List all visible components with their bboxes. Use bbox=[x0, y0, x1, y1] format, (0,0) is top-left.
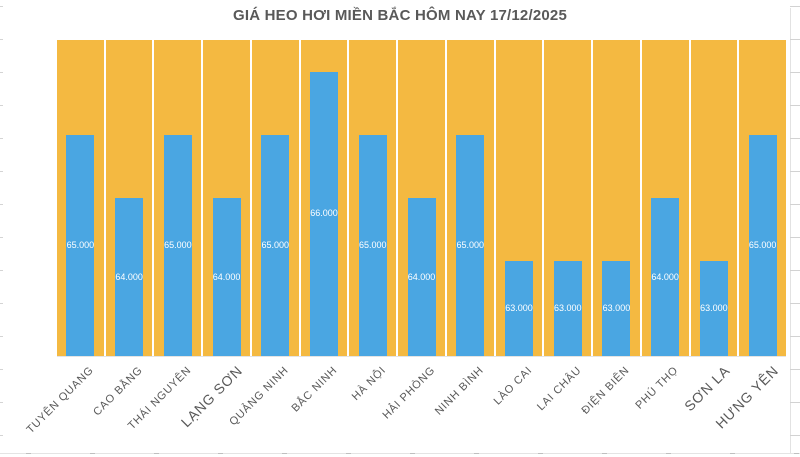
x-axis-label: PHÚ THỌ bbox=[633, 364, 681, 412]
bar-value-label: 63.000 bbox=[602, 303, 631, 314]
category-column: 64.000 bbox=[105, 40, 153, 356]
x-axis-label: BẮC NINH bbox=[289, 364, 340, 415]
bar-value-label: 63.000 bbox=[700, 303, 728, 314]
bar: 64.000 bbox=[651, 198, 680, 356]
x-axis-label: TUYÊN QUANG bbox=[24, 364, 97, 437]
bar-value-label: 64.000 bbox=[212, 271, 241, 282]
x-axis-label: CAO BẰNG bbox=[90, 364, 145, 419]
x-axis-labels: TUYÊN QUANG CAO BẰNG THÁI NGUYÊN LẠNG SƠN QU… bbox=[24, 358, 786, 455]
category-column: 64.000 bbox=[641, 40, 689, 356]
bar: 65.000 bbox=[358, 134, 387, 356]
category-column: 64.000 bbox=[398, 40, 445, 356]
bar-value-label: 65.000 bbox=[748, 239, 777, 250]
x-axis-label: LAI CHÂU bbox=[534, 364, 584, 414]
bar: 63.000 bbox=[699, 261, 728, 356]
bar: 65.000 bbox=[456, 134, 485, 356]
spreadsheet-gridline-ticks-right bbox=[790, 6, 800, 457]
x-axis-label: HÀ NỘI bbox=[349, 364, 389, 403]
bar-value-label: 64.000 bbox=[651, 271, 679, 282]
bar: 63.000 bbox=[602, 261, 631, 356]
category-column: 65.000 bbox=[446, 40, 494, 356]
bar-value-label: 65.000 bbox=[164, 239, 192, 250]
bar: 65.000 bbox=[261, 134, 290, 356]
x-axis-label: SƠN LA bbox=[680, 362, 733, 415]
x-axis-label: LÀO CAI bbox=[491, 364, 535, 408]
x-axis-label: HẢI PHÒNG bbox=[380, 364, 438, 422]
bar: 64.000 bbox=[212, 198, 241, 356]
bar: 65.000 bbox=[748, 134, 777, 356]
bar-value-label: 65.000 bbox=[66, 239, 95, 250]
category-column: 63.000 bbox=[544, 40, 592, 356]
category-column: 66.000 bbox=[300, 40, 348, 356]
bar-value-label: 65.000 bbox=[359, 239, 387, 250]
category-column: 65.000 bbox=[349, 40, 397, 356]
bar-value-label: 65.000 bbox=[456, 239, 484, 250]
bar: 63.000 bbox=[504, 261, 533, 356]
x-axis-label: ĐIỆN BIÊN bbox=[579, 364, 633, 417]
category-column: 65.000 bbox=[251, 40, 299, 356]
category-column: 63.000 bbox=[593, 40, 640, 356]
plot-area: 65.000 64.000 65.000 64.000 65.000 66.000 65.0… bbox=[57, 40, 787, 357]
bar: 64.000 bbox=[407, 198, 436, 356]
bar: 63.000 bbox=[553, 261, 582, 356]
bar-value-label: 64.000 bbox=[407, 271, 436, 282]
bar-value-label: 66.000 bbox=[310, 208, 338, 219]
bar: 65.000 bbox=[66, 134, 95, 356]
bar-value-label: 64.000 bbox=[115, 271, 143, 282]
bar: 64.000 bbox=[115, 198, 144, 356]
bar: 66.000 bbox=[310, 71, 339, 356]
category-column: 65.000 bbox=[154, 40, 202, 356]
bar-value-label: 63.000 bbox=[505, 303, 533, 314]
category-column: 63.000 bbox=[495, 40, 543, 356]
bar: 65.000 bbox=[163, 134, 192, 356]
spreadsheet-gridline-ticks-left bbox=[0, 6, 3, 457]
category-column: 63.000 bbox=[690, 40, 738, 356]
spreadsheet-gridline-ticks-bottom bbox=[26, 453, 800, 454]
bar-value-label: 65.000 bbox=[261, 239, 290, 250]
bar-value-label: 63.000 bbox=[553, 303, 582, 314]
category-column: 65.000 bbox=[57, 40, 104, 356]
category-column: 65.000 bbox=[739, 40, 787, 356]
chart-title: GIÁ HEO HƠI MIỀN BẮC HÔM NAY 17/12/2025 bbox=[232, 7, 568, 24]
category-column: 64.000 bbox=[203, 40, 250, 356]
x-axis-label: NINH BÌNH bbox=[432, 364, 487, 418]
